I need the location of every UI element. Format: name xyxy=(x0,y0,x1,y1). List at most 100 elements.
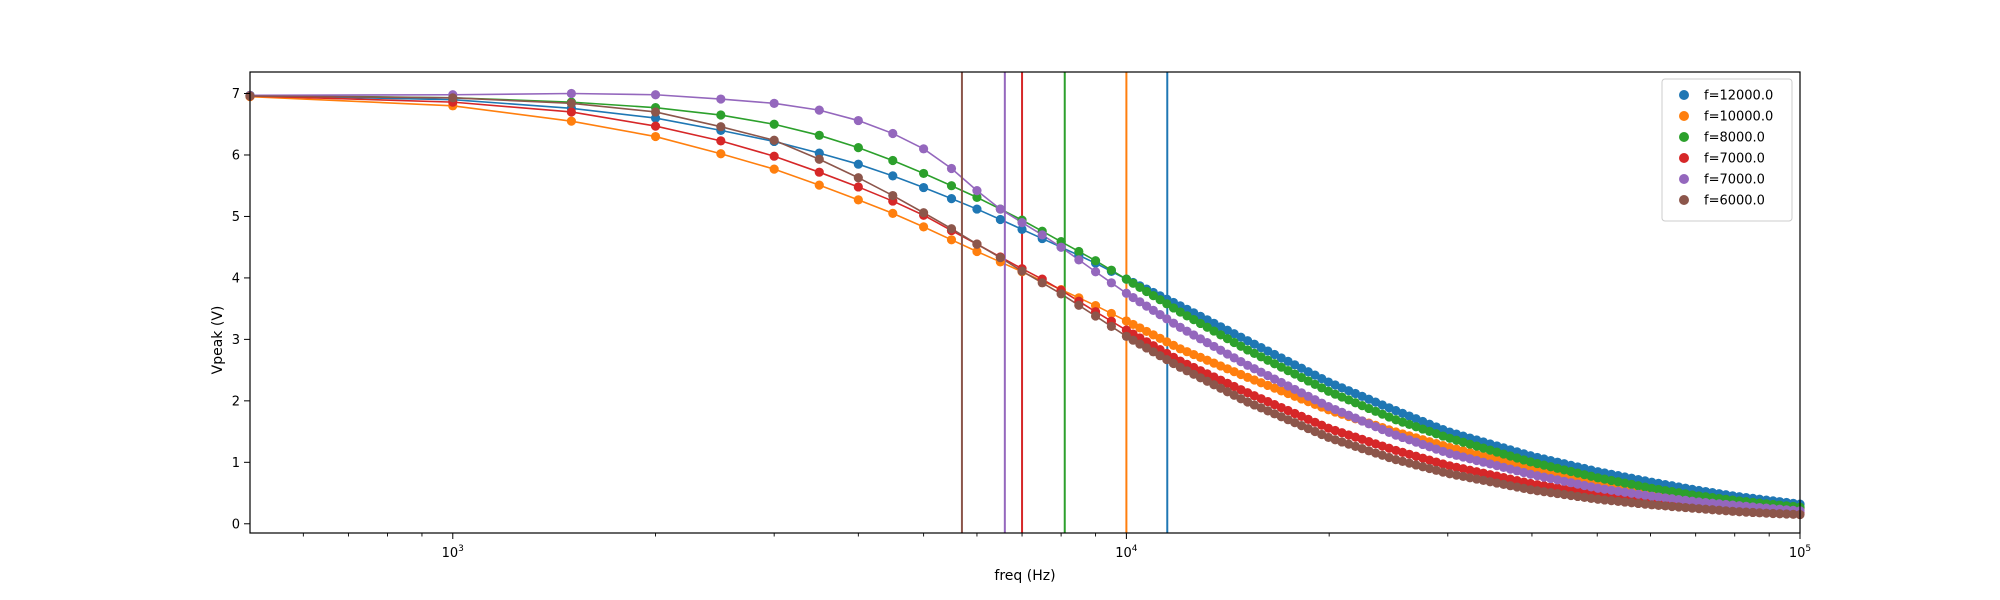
series-4-point xyxy=(716,136,726,146)
series-6-point xyxy=(1090,311,1101,321)
series-2-point xyxy=(888,208,898,218)
series-2-point xyxy=(716,149,726,159)
series-6-point xyxy=(1017,266,1027,276)
series-2-point xyxy=(814,180,824,190)
series-6-point xyxy=(1687,503,1697,513)
series-6-point xyxy=(1707,505,1718,515)
y-tick-label: 1 xyxy=(232,456,240,471)
series-6-point xyxy=(566,98,576,108)
series-6-point xyxy=(1148,347,1158,357)
series-6-point xyxy=(1135,339,1145,349)
series-6-point xyxy=(1674,502,1684,512)
series-4-point xyxy=(853,182,863,192)
series-3-point xyxy=(1175,307,1185,317)
series-5-point xyxy=(650,90,661,100)
series-6-point xyxy=(888,190,898,201)
series-5-point xyxy=(1037,230,1047,240)
series-6-point xyxy=(1559,489,1569,500)
series-5-point xyxy=(1142,301,1152,311)
series-5-point xyxy=(1017,217,1027,228)
series-3-point xyxy=(1687,490,1697,500)
series-5-point xyxy=(1633,489,1643,499)
series-6-point xyxy=(1761,508,1771,518)
series-3-point xyxy=(1135,282,1145,292)
series-5-point xyxy=(1090,267,1101,277)
series-3-point xyxy=(1106,265,1116,275)
series-6-point xyxy=(1653,500,1664,510)
series-2-point xyxy=(946,235,957,245)
series-5-point xyxy=(972,186,982,196)
series-3-point xyxy=(1090,256,1101,266)
legend-box xyxy=(1661,78,1793,222)
legend: f=12000.0 f=10000.0 f=8000.0 f=7000.0 f=7000… xyxy=(1661,78,1793,222)
series-6-point xyxy=(1694,504,1704,514)
series-2-point xyxy=(919,222,929,232)
series-6-point xyxy=(1627,498,1637,508)
series-5-point xyxy=(1236,357,1246,367)
legend-label: f=10000.0 xyxy=(1704,110,1773,125)
series-5-point xyxy=(1189,330,1199,340)
series-6-point xyxy=(1600,495,1610,505)
x-tick-label: 104 xyxy=(1115,544,1138,561)
series-6-point xyxy=(1620,497,1630,507)
series-5-point xyxy=(1593,483,1603,493)
series-5-point xyxy=(1674,494,1684,505)
series-1-point xyxy=(972,204,982,214)
series-6-point xyxy=(1056,289,1066,299)
series-5-point xyxy=(1056,242,1066,252)
series-3-point xyxy=(716,110,726,120)
legend-label: f=6000.0 xyxy=(1704,194,1765,209)
series-5-point xyxy=(995,204,1005,214)
legend-marker xyxy=(1679,132,1689,142)
series-6-point xyxy=(1640,499,1650,509)
y-tick-label: 4 xyxy=(232,271,240,286)
series-5-point xyxy=(769,98,779,108)
series-5-point xyxy=(1687,496,1697,506)
series-3-point xyxy=(1195,318,1206,329)
series-3-point xyxy=(1155,295,1165,305)
series-3-point xyxy=(769,119,779,129)
series-6-point xyxy=(1525,485,1536,495)
series-3-point xyxy=(1236,341,1246,351)
series-3-point xyxy=(853,143,863,153)
series-6-point xyxy=(1539,487,1549,497)
series-6-point xyxy=(1754,508,1765,518)
series-6-point xyxy=(972,239,982,249)
series-5-point xyxy=(1155,310,1165,320)
series-5-point xyxy=(1209,341,1219,352)
series-6-point xyxy=(1106,321,1116,332)
series-6-point xyxy=(716,122,726,132)
series-6-point xyxy=(1748,507,1758,518)
series-3-point xyxy=(1222,334,1233,344)
series-6-point xyxy=(853,173,863,183)
series-6-point xyxy=(1788,509,1798,519)
series-6-point xyxy=(1566,490,1576,501)
legend-marker xyxy=(1679,174,1689,184)
series-6-point xyxy=(1155,351,1165,361)
series-5-point xyxy=(716,94,726,104)
series-3-point xyxy=(1202,322,1212,332)
y-tick-label: 3 xyxy=(232,333,240,348)
series-6-point xyxy=(1593,494,1603,504)
plot-frame xyxy=(249,71,1801,534)
series-3-point xyxy=(1182,311,1192,321)
series-5-point xyxy=(1667,494,1677,504)
legend-label: f=8000.0 xyxy=(1704,131,1765,146)
series-4-point xyxy=(814,167,824,177)
series-6-point xyxy=(1162,355,1172,365)
series-5-point xyxy=(1128,292,1138,303)
series-6-point xyxy=(1613,496,1623,506)
series-1-point xyxy=(888,171,898,181)
series-4-point xyxy=(566,107,576,117)
series-3-point xyxy=(1229,337,1239,348)
series-6-point xyxy=(1728,506,1738,516)
series-6-point xyxy=(1647,500,1657,510)
legend-label: f=7000.0 xyxy=(1704,173,1765,188)
series-5-point xyxy=(1202,338,1212,348)
legend-marker xyxy=(1679,111,1689,121)
legend-marker xyxy=(1679,153,1689,163)
series-4-point xyxy=(769,151,779,161)
series-3-point xyxy=(1162,299,1172,309)
series-5-point xyxy=(1106,278,1116,288)
series-5-point xyxy=(853,115,863,126)
